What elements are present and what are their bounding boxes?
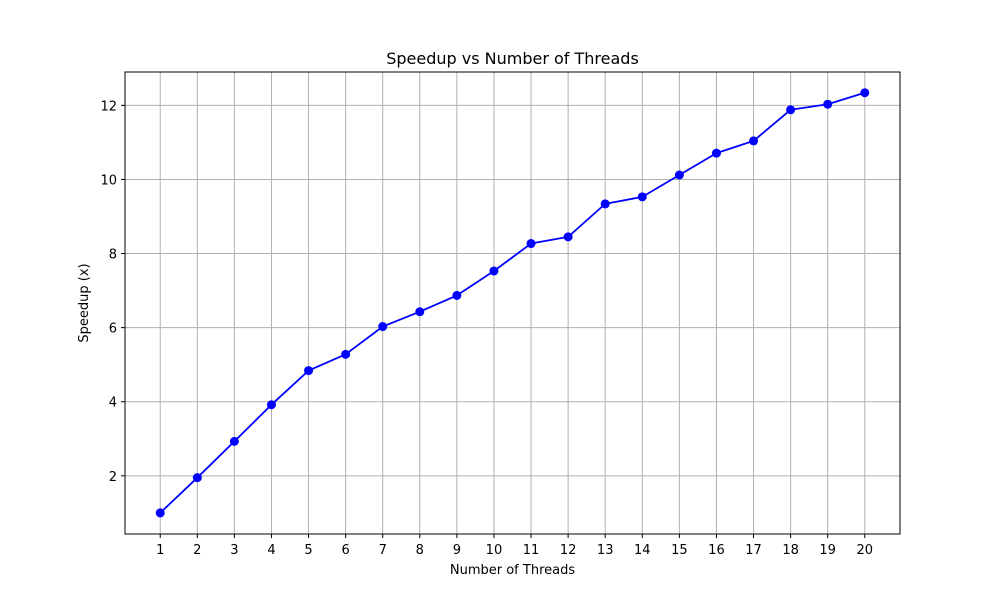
y-tick-label: 12 [100, 99, 117, 114]
speedup-point [786, 105, 796, 115]
speedup-point [229, 436, 239, 446]
speedup-point [452, 290, 462, 300]
speedup-point [378, 322, 388, 332]
x-tick-label: 10 [486, 543, 503, 558]
speedup-point [749, 136, 759, 146]
x-tick-label: 18 [782, 543, 799, 558]
y-tick-label: 10 [100, 173, 117, 188]
x-tick-label: 7 [379, 543, 387, 558]
grid-layer [125, 72, 900, 534]
speedup-point [304, 366, 314, 376]
x-tick-label: 1 [156, 543, 164, 558]
x-tick-label: 13 [597, 543, 614, 558]
x-tick-label: 15 [671, 543, 688, 558]
x-tick-label: 14 [634, 543, 651, 558]
speedup-point [637, 192, 647, 202]
x-tick-label: 3 [230, 543, 238, 558]
chart-title: Speedup vs Number of Threads [386, 49, 639, 68]
x-tick-label: 16 [708, 543, 725, 558]
speedup-line [159, 91, 866, 514]
series-layer [155, 88, 870, 518]
speedup-point [192, 473, 202, 483]
speedup-point [341, 349, 351, 359]
x-tick-label: 12 [560, 543, 577, 558]
x-tick-label: 20 [856, 543, 873, 558]
speedup-point [489, 266, 499, 276]
x-tick-label: 6 [341, 543, 349, 558]
x-tick-label: 9 [453, 543, 461, 558]
x-axis-label: Number of Threads [450, 563, 575, 578]
x-ticks: 1 2 3 4 5 6 7 8 9 10 11 12 13 14 15 16 17 18 19 20 [156, 534, 873, 558]
speedup-point [563, 232, 573, 242]
x-tick-label: 11 [523, 543, 540, 558]
speedup-point [526, 239, 536, 249]
y-tick-label: 2 [109, 470, 117, 485]
y-tick-label: 6 [109, 322, 117, 337]
x-tick-label: 8 [416, 543, 424, 558]
y-tick-label: 4 [109, 396, 117, 411]
speedup-point [415, 307, 425, 317]
y-axis-label: Speedup (x) [77, 263, 92, 342]
y-ticks: 2 4 6 8 10 12 [100, 99, 125, 485]
x-tick-label: 17 [745, 543, 762, 558]
speedup-point [674, 170, 684, 180]
speedup-point [266, 400, 276, 410]
y-tick-label: 8 [109, 248, 117, 263]
x-tick-label: 2 [193, 543, 201, 558]
x-tick-label: 4 [267, 543, 275, 558]
speedup-point [600, 199, 610, 209]
x-tick-label: 5 [304, 543, 312, 558]
x-tick-label: 19 [819, 543, 836, 558]
speedup-point [823, 99, 833, 109]
plot-frame [124, 71, 901, 535]
speedup-point [860, 88, 870, 98]
speedup-point [155, 508, 165, 518]
speedup-point [711, 148, 721, 158]
